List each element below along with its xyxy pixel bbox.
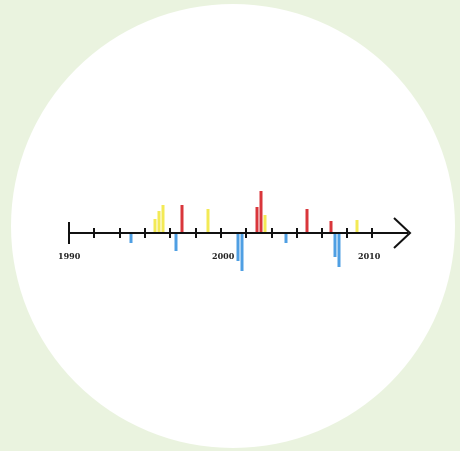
blue-event-bar (337, 233, 341, 267)
yellow-event-bar (157, 211, 161, 233)
red-event-bar (305, 209, 309, 233)
event-bars (129, 191, 359, 271)
red-event-bar (259, 191, 263, 233)
blue-event-bar (174, 233, 178, 251)
background-circle (11, 4, 455, 448)
label-1990: 1990 (58, 251, 81, 261)
label-2010: 2010 (358, 251, 381, 261)
red-event-bar (329, 221, 333, 233)
blue-event-bar (284, 233, 288, 243)
axis-ticks (93, 228, 373, 238)
blue-event-bar (333, 233, 337, 257)
blue-event-bar (240, 233, 244, 271)
yellow-event-bar (263, 215, 267, 233)
red-event-bar (180, 205, 184, 233)
label-2000: 2000 (212, 251, 235, 261)
red-event-bar (255, 207, 259, 233)
arrow-head-icon (393, 217, 412, 249)
yellow-event-bar (206, 209, 210, 233)
yellow-event-bar (355, 220, 359, 233)
blue-event-bar (236, 233, 240, 261)
yellow-event-bar (153, 219, 157, 233)
blue-event-bar (129, 233, 133, 243)
yellow-event-bar (161, 205, 165, 233)
